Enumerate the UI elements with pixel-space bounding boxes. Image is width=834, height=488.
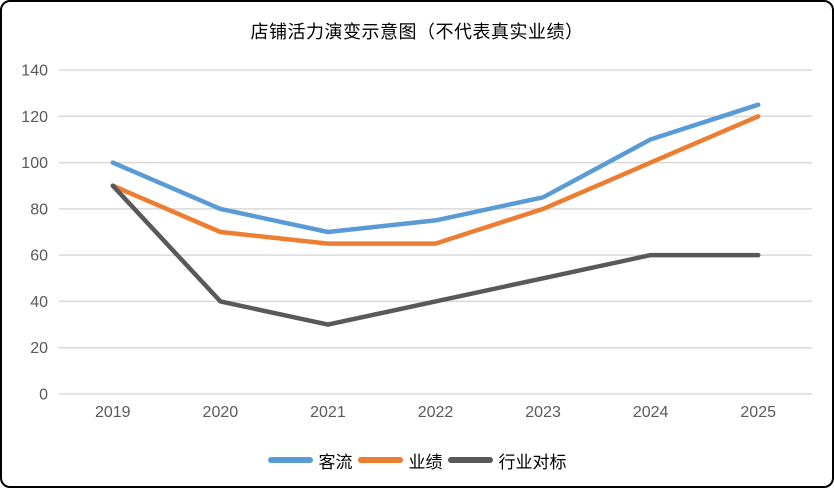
legend-marker-icon xyxy=(267,457,313,463)
series-line-行业对标 xyxy=(110,183,761,327)
x-tick-label: 2023 xyxy=(525,404,561,421)
y-tick-label: 100 xyxy=(21,155,48,172)
y-axis-labels: 0 20 40 60 80 100 120 140 xyxy=(21,63,48,404)
x-tick-label: 2025 xyxy=(740,404,776,421)
x-tick-label: 2020 xyxy=(203,404,239,421)
legend-label: 业绩 xyxy=(408,452,443,472)
legend-marker-icon xyxy=(447,457,493,463)
y-tick-label: 80 xyxy=(30,201,48,218)
x-tick-label: 2022 xyxy=(418,404,454,421)
legend-item: 业绩 xyxy=(357,448,443,473)
x-tick-label: 2024 xyxy=(633,404,669,421)
x-tick-label: 2019 xyxy=(95,404,131,421)
y-tick-label: 140 xyxy=(21,63,48,80)
series-line-客流 xyxy=(110,102,761,235)
y-tick-label: 40 xyxy=(30,294,48,311)
legend-marker-icon xyxy=(357,457,403,463)
y-tick-label: 120 xyxy=(21,109,48,126)
legend-label: 行业对标 xyxy=(498,452,567,472)
chart-legend: 客流 业绩 行业对标 xyxy=(2,448,832,472)
chart-title: 店铺活力演变示意图（不代表真实业绩） xyxy=(250,22,584,42)
legend-item: 客流 xyxy=(267,448,353,473)
series-lines xyxy=(110,102,761,327)
y-tick-label: 60 xyxy=(30,248,48,265)
x-axis-labels: 2019 2020 2021 2022 2023 2024 2025 xyxy=(95,404,776,421)
series-line-业绩 xyxy=(110,114,761,246)
legend-item: 行业对标 xyxy=(447,448,567,473)
y-tick-label: 0 xyxy=(39,387,48,404)
legend-label: 客流 xyxy=(318,452,353,472)
gridlines xyxy=(59,69,812,395)
x-tick-label: 2021 xyxy=(310,404,346,421)
y-tick-label: 20 xyxy=(30,340,48,357)
